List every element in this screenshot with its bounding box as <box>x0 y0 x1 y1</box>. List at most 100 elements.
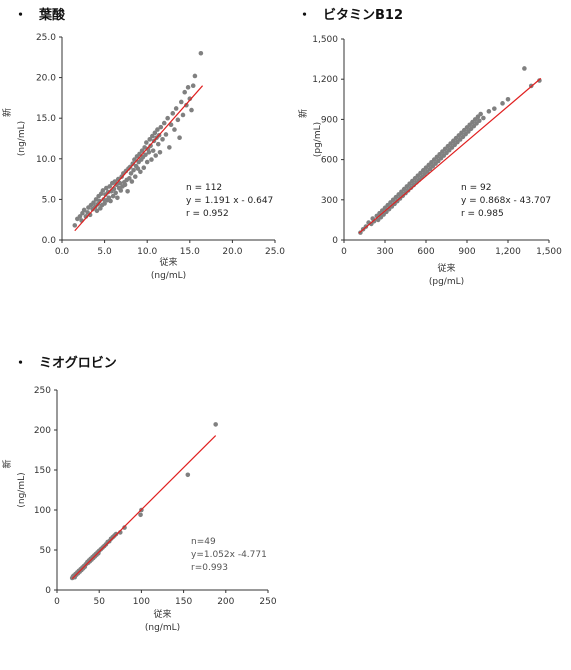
folate-data-point <box>113 190 118 196</box>
myo-stat-text: y=1.052x -4.771 <box>191 550 267 560</box>
folate-data-point <box>128 171 134 176</box>
folate-x-tick-label: 25.0 <box>265 247 285 257</box>
folate-data-point <box>150 148 156 153</box>
b12-y-tick-label: 600 <box>321 156 338 166</box>
folate-data-point <box>147 137 153 142</box>
folate-y-tick-label: 20.0 <box>36 74 56 84</box>
folate-data-point <box>143 152 148 158</box>
folate-data-point <box>192 73 198 79</box>
folate-data-point <box>184 102 189 108</box>
folate-data-point <box>93 197 99 202</box>
b12-x-tick-label: 1,500 <box>536 247 562 257</box>
folate-x-tick-label: 20.0 <box>222 247 242 257</box>
myo-data-point <box>113 531 119 537</box>
folate-data-point <box>187 96 193 102</box>
myo-x-tick-label: 250 <box>259 597 276 607</box>
b12-y-tick-label: 0 <box>332 236 338 246</box>
myo-stat-text: r=0.993 <box>191 563 228 573</box>
folate-data-point <box>132 157 137 162</box>
folate-data-point <box>155 127 160 132</box>
b12-data-point <box>478 111 483 117</box>
folate-data-point <box>141 165 147 171</box>
folate-data-point <box>149 157 154 162</box>
b12-data-point <box>486 109 492 114</box>
folate-data-point <box>160 137 165 142</box>
folate-data-point <box>165 115 170 121</box>
b12-data-point <box>481 115 486 121</box>
folate-data-point <box>139 148 145 153</box>
folate-data-point <box>118 188 124 193</box>
b12-data-point <box>505 97 511 102</box>
b12-x-tick-label: 1,200 <box>495 247 521 257</box>
b12-stat-text: y = 0.868x - 43.707 <box>461 196 551 206</box>
folate-data-point <box>107 184 113 189</box>
folate-y-tick-label: 25.0 <box>36 33 56 43</box>
b12-data-point <box>500 101 505 106</box>
folate-stat-text: n = 112 <box>186 183 222 193</box>
folate-data-point <box>122 182 128 188</box>
folate-data-point <box>108 198 113 204</box>
folate-data-point <box>115 195 120 201</box>
b12-x-unit: (pg/mL) <box>429 277 464 287</box>
b12-y-tick-label: 1,200 <box>312 75 338 85</box>
myo-y-label: 新 <box>1 459 13 468</box>
b12-data-point <box>371 218 377 224</box>
folate-data-point <box>152 130 158 136</box>
folate-data-point <box>158 124 164 130</box>
myo-y-unit: (ng/mL) <box>17 472 27 507</box>
myo-title: ミオグロビン <box>39 356 117 371</box>
b12-x-label: 従来 <box>437 262 455 274</box>
folate-data-point <box>100 188 106 193</box>
folate-data-point <box>146 150 152 155</box>
myo-y-tick-label: 250 <box>34 386 51 396</box>
folate-x-tick-label: 0.0 <box>55 247 70 257</box>
b12-data-point <box>537 78 542 83</box>
bullet-mark: ・ <box>14 8 28 23</box>
b12-x-tick-label: 900 <box>458 247 475 257</box>
folate-data-point <box>102 201 107 206</box>
folate-data-point <box>182 89 187 95</box>
myo-x-tick-label: 150 <box>175 597 192 607</box>
folate-stat-text: r = 0.952 <box>186 209 229 219</box>
folate-data-point <box>117 180 123 186</box>
folate-data-point <box>144 159 150 165</box>
b12-y-tick-label: 1,500 <box>312 35 338 45</box>
folate-data-point <box>91 200 96 205</box>
bullet-mark: ・ <box>298 8 312 23</box>
myo-data-point <box>122 525 127 530</box>
folate-data-point <box>72 223 78 228</box>
folate-y-unit: (ng/mL) <box>17 121 27 156</box>
myo-y-tick-label: 0 <box>45 586 51 596</box>
folate-data-point <box>125 188 130 194</box>
folate-data-point <box>153 153 159 158</box>
folate-x-tick-label: 15.0 <box>180 247 200 257</box>
myo-x-tick-label: 200 <box>217 597 234 607</box>
myo-y-tick-label: 150 <box>34 466 51 476</box>
folate-data-point <box>155 141 161 147</box>
folate-y-label: 新 <box>1 108 13 117</box>
folate-data-point <box>189 107 194 113</box>
folate-data-point <box>81 207 87 213</box>
folate-data-point <box>173 106 179 111</box>
folate-data-point <box>87 212 93 218</box>
folate-y-tick-label: 15.0 <box>36 114 56 124</box>
folate-stat-text: y = 1.191 x - 0.647 <box>186 196 273 206</box>
myo-data-point <box>138 512 143 518</box>
bullet-mark: ・ <box>14 356 28 371</box>
folate-data-point <box>129 179 135 184</box>
b12-data-point <box>477 118 482 124</box>
folate-data-point <box>135 166 141 171</box>
folate-x-tick-label: 10.0 <box>137 247 157 257</box>
folate-data-point <box>170 111 176 116</box>
folate-data-point <box>127 175 132 181</box>
folate-data-point <box>132 174 138 179</box>
b12-title: ビタミンB12 <box>323 8 404 23</box>
b12-y-tick-label: 900 <box>321 115 338 125</box>
folate-x-label: 従来 <box>159 256 177 268</box>
folate-panel-title: ・葉酸 <box>14 4 65 23</box>
folate-data-point <box>167 145 172 150</box>
myo-x-tick-label: 100 <box>133 597 150 607</box>
folate-data-point <box>163 132 169 137</box>
myo-data-point <box>185 472 191 478</box>
